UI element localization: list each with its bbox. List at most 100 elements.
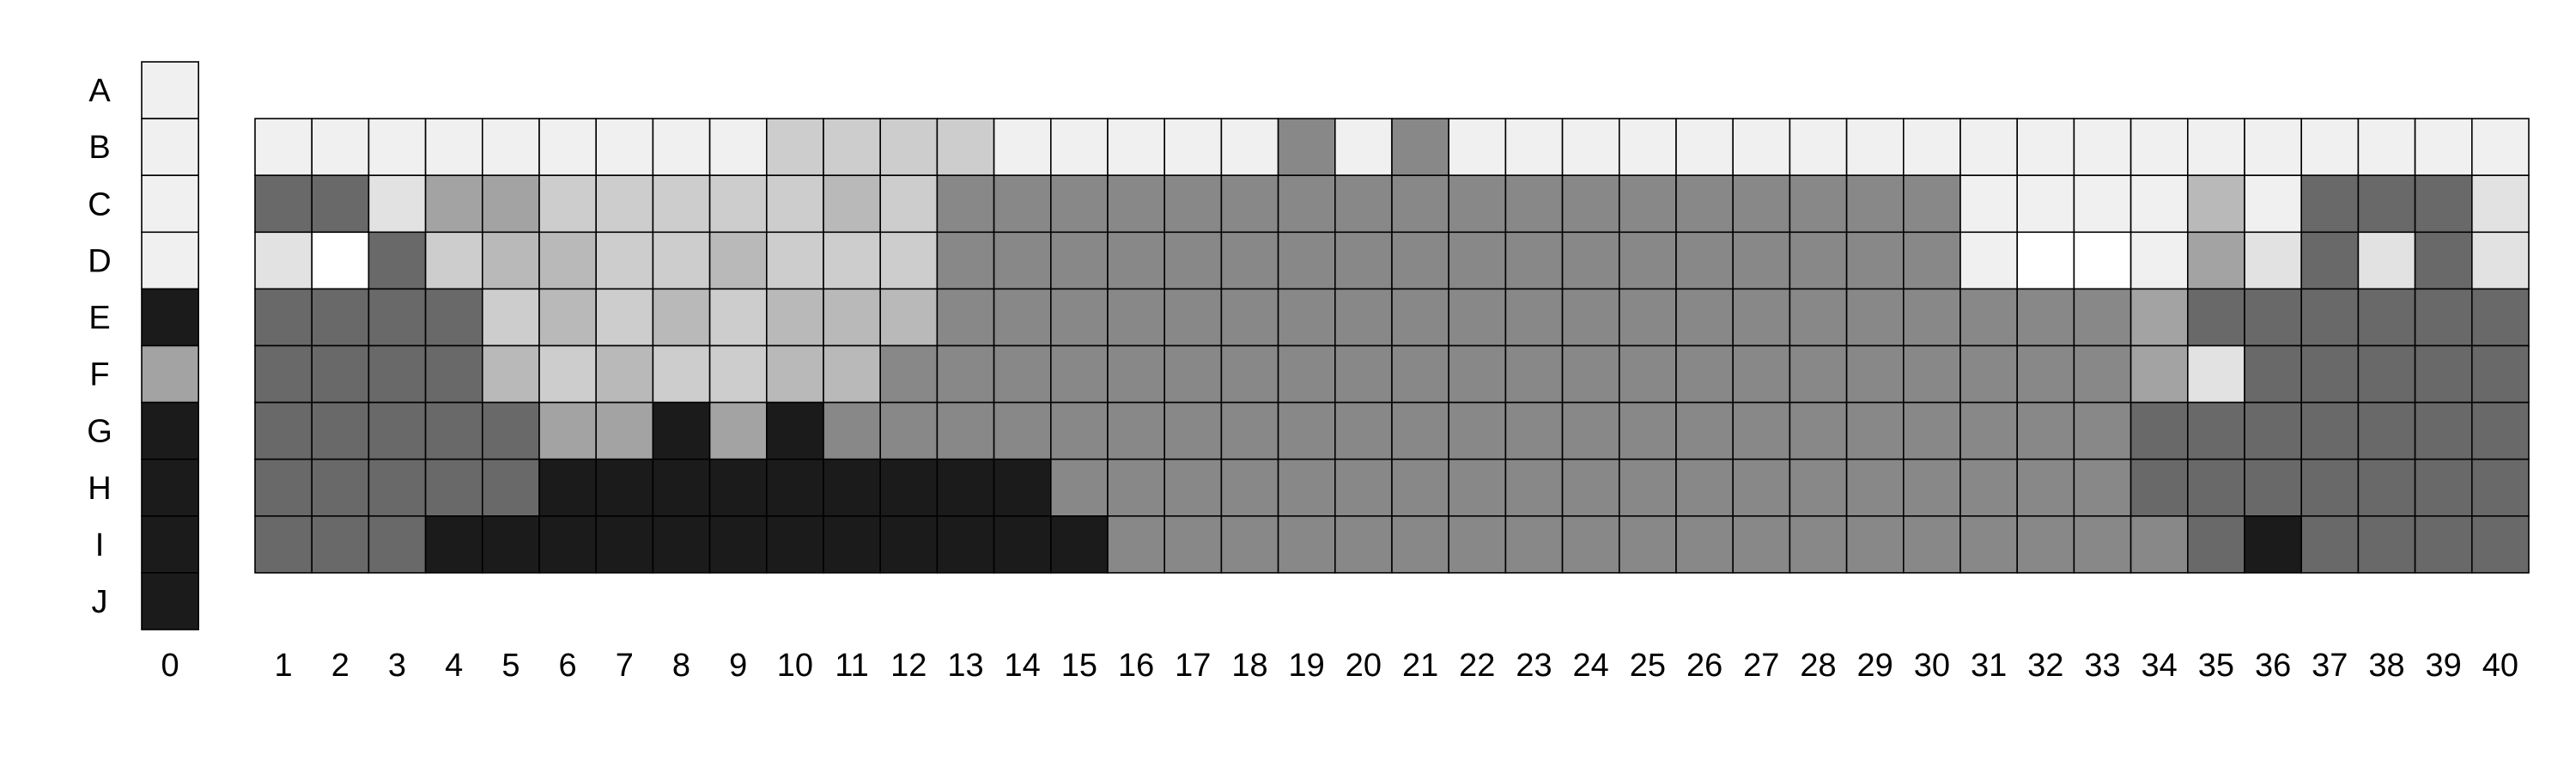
row-label-j: J — [92, 584, 108, 620]
cell-f-12 — [879, 344, 939, 404]
cell-d-20 — [1334, 231, 1393, 290]
cell-b-15 — [1050, 118, 1109, 177]
cell-f-18 — [1220, 344, 1279, 404]
cell-d-27 — [1732, 231, 1791, 290]
cell-c-35 — [2187, 174, 2245, 234]
cell-h-0 — [141, 458, 199, 517]
cell-i-28 — [1789, 514, 1848, 574]
cell-h-2 — [311, 458, 370, 517]
cell-c-14 — [993, 174, 1052, 234]
cell-i-13 — [936, 514, 995, 574]
cell-i-2 — [311, 514, 370, 574]
cell-f-21 — [1391, 344, 1449, 404]
cell-b-35 — [2187, 118, 2245, 177]
cell-f-0 — [141, 344, 199, 404]
cell-g-27 — [1732, 401, 1791, 460]
cell-b-31 — [1959, 118, 2018, 177]
cell-f-1 — [254, 344, 313, 404]
cell-b-38 — [2357, 118, 2416, 177]
cell-g-35 — [2187, 401, 2245, 460]
column-label-14: 14 — [1005, 648, 1041, 684]
cell-f-29 — [1845, 344, 1905, 404]
cell-e-36 — [2244, 288, 2302, 347]
cell-h-39 — [2414, 458, 2473, 517]
column-label-38: 38 — [2368, 648, 2404, 684]
cell-j-0 — [141, 572, 199, 630]
cell-d-19 — [1277, 231, 1336, 290]
cell-d-12 — [879, 231, 939, 290]
row-label-a: A — [88, 73, 111, 109]
cell-g-14 — [993, 401, 1052, 460]
cell-i-7 — [595, 514, 654, 574]
cell-i-25 — [1619, 514, 1677, 574]
cell-b-17 — [1163, 118, 1223, 177]
cell-c-40 — [2471, 174, 2530, 234]
cell-e-5 — [481, 288, 540, 347]
cell-f-15 — [1050, 344, 1109, 404]
cell-g-25 — [1619, 401, 1677, 460]
cell-h-27 — [1732, 458, 1791, 517]
cell-h-5 — [481, 458, 540, 517]
cell-g-6 — [538, 401, 597, 460]
column-label-31: 31 — [1971, 648, 2007, 684]
cell-b-12 — [879, 118, 939, 177]
cell-f-14 — [993, 344, 1052, 404]
cell-b-24 — [1561, 118, 1620, 177]
cell-g-33 — [2073, 401, 2132, 460]
cell-e-4 — [424, 288, 483, 347]
cell-g-24 — [1561, 401, 1620, 460]
column-label-5: 5 — [501, 648, 519, 684]
column-label-13: 13 — [947, 648, 983, 684]
row-label-d: D — [88, 243, 111, 279]
row-label-b: B — [88, 130, 110, 166]
cell-e-16 — [1107, 288, 1165, 347]
cell-d-1 — [254, 231, 313, 290]
cell-f-30 — [1903, 344, 1961, 404]
cell-c-4 — [424, 174, 483, 234]
cell-g-9 — [708, 401, 768, 460]
cell-g-12 — [879, 401, 939, 460]
cell-c-34 — [2129, 174, 2189, 234]
column-label-0: 0 — [161, 648, 179, 684]
cell-e-24 — [1561, 288, 1620, 347]
cell-d-22 — [1448, 231, 1507, 290]
cell-f-7 — [595, 344, 654, 404]
cell-e-26 — [1675, 288, 1734, 347]
cell-b-5 — [481, 118, 540, 177]
cell-h-4 — [424, 458, 483, 517]
cell-i-27 — [1732, 514, 1791, 574]
column-label-33: 33 — [2084, 648, 2120, 684]
cell-i-14 — [993, 514, 1052, 574]
column-label-36: 36 — [2255, 648, 2291, 684]
cell-i-4 — [424, 514, 483, 574]
column-label-6: 6 — [559, 648, 577, 684]
cell-c-6 — [538, 174, 597, 234]
cell-f-31 — [1959, 344, 2018, 404]
cell-d-9 — [708, 231, 768, 290]
column-label-23: 23 — [1516, 648, 1552, 684]
cell-d-0 — [141, 231, 199, 290]
cell-g-7 — [595, 401, 654, 460]
cell-g-13 — [936, 401, 995, 460]
cell-i-5 — [481, 514, 540, 574]
cell-c-18 — [1220, 174, 1279, 234]
cell-c-29 — [1845, 174, 1905, 234]
cell-f-37 — [2300, 344, 2360, 404]
cell-d-8 — [652, 231, 711, 290]
cell-e-13 — [936, 288, 995, 347]
cell-g-32 — [2016, 401, 2075, 460]
cell-i-1 — [254, 514, 313, 574]
cell-d-35 — [2187, 231, 2245, 290]
cell-e-19 — [1277, 288, 1336, 347]
cell-e-33 — [2073, 288, 2132, 347]
cell-e-7 — [595, 288, 654, 347]
cell-c-0 — [141, 174, 199, 234]
cell-c-10 — [765, 174, 824, 234]
cell-h-11 — [823, 458, 881, 517]
column-label-20: 20 — [1346, 648, 1382, 684]
cell-c-5 — [481, 174, 540, 234]
cell-c-1 — [254, 174, 313, 234]
cell-h-28 — [1789, 458, 1848, 517]
cell-i-32 — [2016, 514, 2075, 574]
cell-h-16 — [1107, 458, 1165, 517]
